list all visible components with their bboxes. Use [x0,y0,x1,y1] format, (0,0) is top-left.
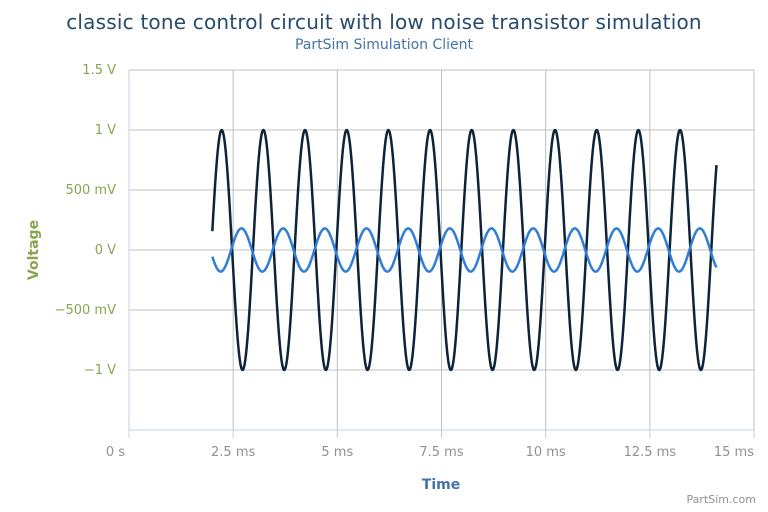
chart-title: classic tone control circuit with low no… [66,10,702,34]
y-tick-label: 1.5 V [82,63,116,78]
axes [128,70,755,438]
series-line-1 [211,227,718,273]
series-line-0 [211,128,718,372]
tick-labels: 1.5 V 1 V 500 mV 0 V −500 mV −1 V 0 s 2.5 ms 5 m… [55,63,755,460]
y-tick-label: 0 V [95,243,116,258]
chart-subtitle: PartSim Simulation Client [294,37,474,53]
y-tick-label: 500 mV [65,183,116,198]
credit-link[interactable]: PartSim.com [686,493,756,506]
x-tick-label: 0 s [106,445,125,460]
y-tick-label: 1 V [95,123,116,138]
y-tick-label: −500 mV [55,303,117,318]
x-tick-label: 5 ms [321,445,353,460]
x-tick-label: 15 ms [714,445,754,460]
x-tick-label: 2.5 ms [211,445,255,460]
x-axis-label: Time [422,477,460,493]
x-tick-label: 7.5 ms [419,445,463,460]
series-layer [211,128,718,372]
y-axis-label: Voltage [26,220,42,280]
y-tick-label: −1 V [84,363,116,378]
x-tick-label: 12.5 ms [624,445,677,460]
x-tick-label: 10 ms [526,445,566,460]
